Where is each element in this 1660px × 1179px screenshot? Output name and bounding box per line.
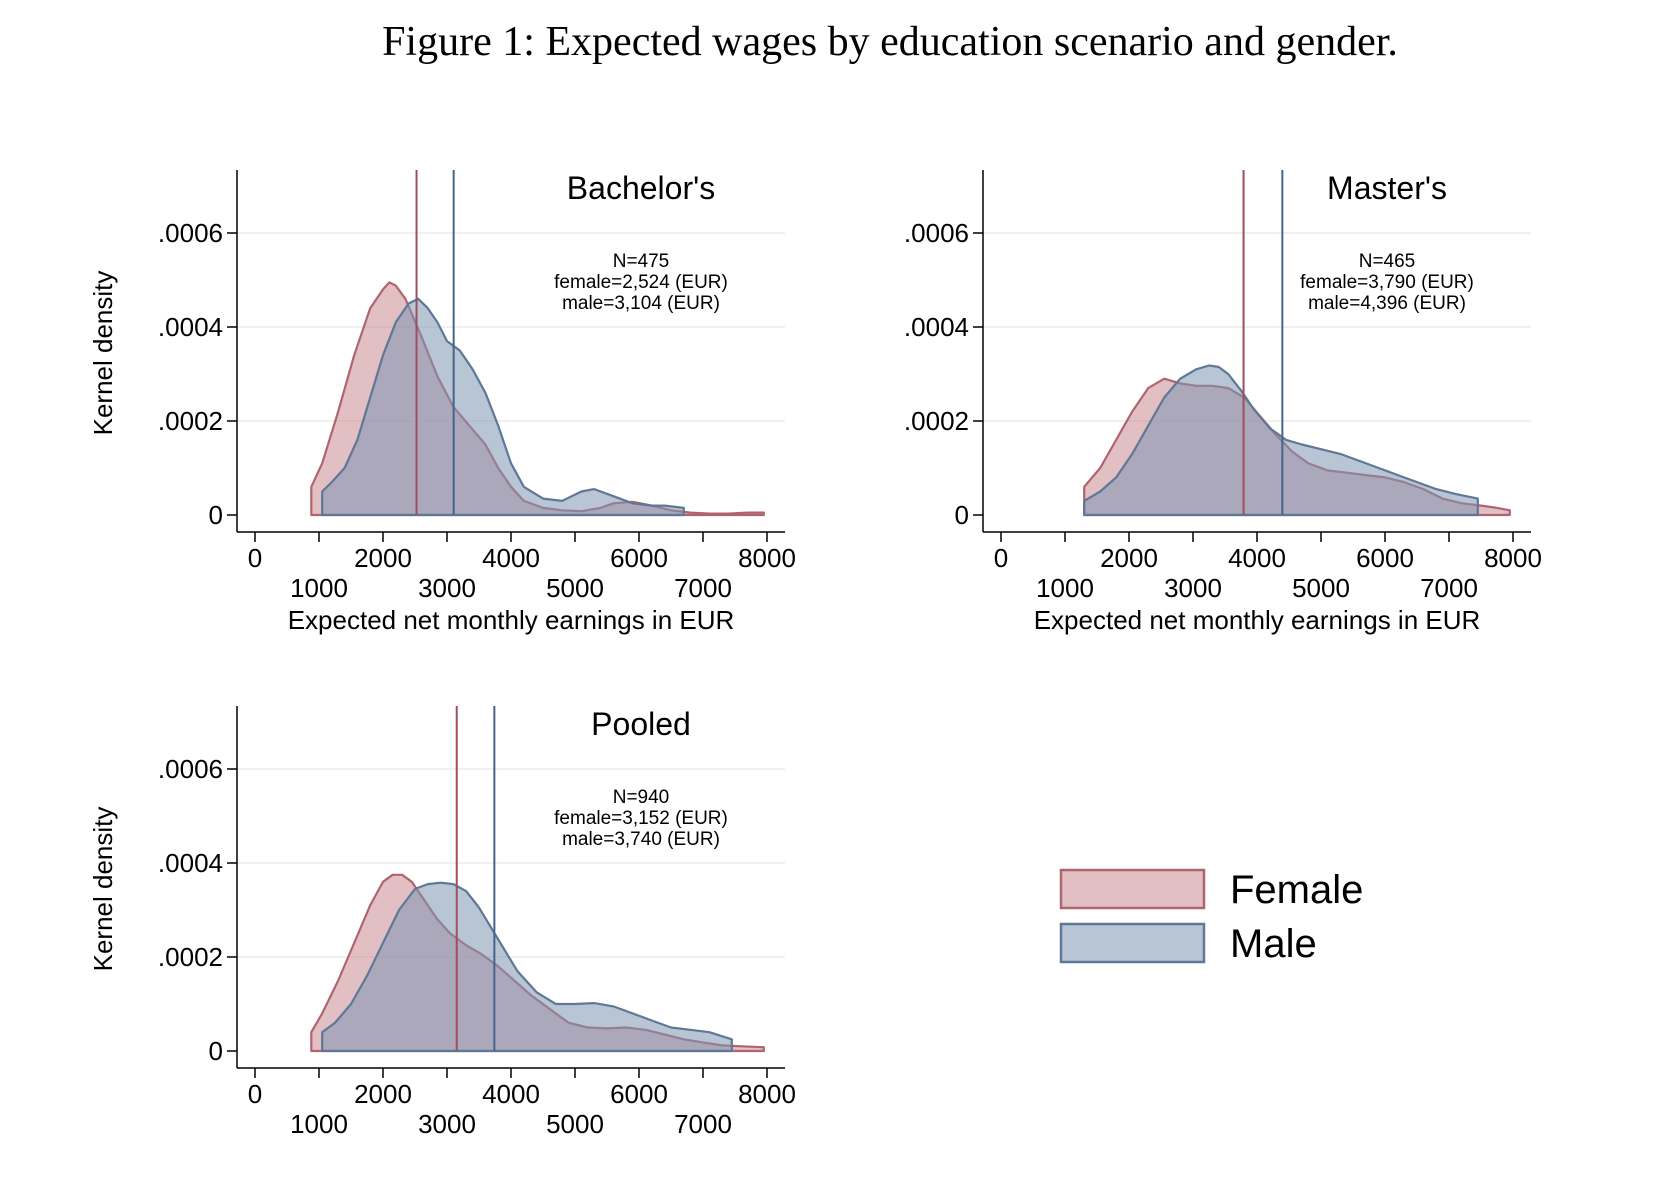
y-tick-label: .0002 [158,406,223,436]
panel-annotation-line: male=4,396 (EUR) [1308,293,1466,314]
y-tick-label: .0002 [158,942,223,972]
y-tick-label: .0004 [158,312,223,342]
panel-title: Bachelor's [567,170,715,206]
chart-panel-3: 0 .0002 .0004 .0006 0 2000 4000 6000 8000 1000 300… [88,706,796,1139]
legend-label-female: Female [1230,868,1363,912]
density-area-male [321,297,685,517]
figure-title: Figure 1: Expected wages by education sc… [382,19,1398,65]
y-tick-label: .0002 [904,406,969,436]
x-tick-label: 3000 [418,1109,476,1139]
legend-swatch-female [1059,868,1206,910]
x-tick-label: 3000 [1164,573,1222,603]
panel-annotation-line: female=2,524 (EUR) [554,272,728,293]
y-tick-label: 0 [955,500,969,530]
x-axis-label: Expected net monthly earnings in EUR [1034,605,1481,635]
y-tick-label: 0 [209,500,223,530]
chart-panel-1: 0 .0002 .0004 .0006 0 2000 4000 6000 8000 1000 300… [88,170,796,635]
x-tick-label: 7000 [1420,573,1478,603]
x-tick-label: 1000 [290,573,348,603]
x-tick-label: 0 [248,543,262,573]
panel-annotation-line: female=3,790 (EUR) [1300,272,1474,293]
x-tick-label: 0 [248,1079,262,1109]
x-tick-label: 1000 [290,1109,348,1139]
x-tick-label: 4000 [1228,543,1286,573]
panel-title: Master's [1327,170,1447,206]
panel-annotation-line: N=475 [613,251,670,272]
x-tick-label: 6000 [1356,543,1414,573]
density-area-male [1083,364,1479,517]
x-tick-label: 2000 [1100,543,1158,573]
y-tick-label: .0004 [904,312,969,342]
x-tick-label: 5000 [546,573,604,603]
y-tick-label: 0 [209,1036,223,1066]
x-tick-label: 2000 [354,543,412,573]
x-tick-label: 5000 [546,1109,604,1139]
y-tick-label: .0006 [158,218,223,248]
x-tick-label: 7000 [674,1109,732,1139]
density-area-male [321,881,733,1053]
x-tick-label: 0 [994,543,1008,573]
legend: Female Male [1059,868,1363,966]
x-tick-label: 7000 [674,573,732,603]
legend-label-male: Male [1230,922,1317,966]
y-tick-label: .0004 [158,848,223,878]
legend-swatch-male [1059,922,1206,964]
y-tick-label: .0006 [158,754,223,784]
x-tick-label: 8000 [738,1079,796,1109]
x-tick-label: 1000 [1036,573,1094,603]
x-tick-label: 8000 [738,543,796,573]
panel-title: Pooled [591,706,691,742]
chart-panel-2: 0 .0002 .0004 .0006 0 2000 4000 6000 8000 1000 300… [904,170,1542,635]
panel-annotation-line: male=3,740 (EUR) [562,829,720,850]
x-tick-label: 4000 [482,1079,540,1109]
x-tick-label: 5000 [1292,573,1350,603]
y-tick-label: .0006 [904,218,969,248]
y-axis-label: Kernel density [88,807,118,972]
panel-annotation-line: male=3,104 (EUR) [562,293,720,314]
x-axis-label: Expected net monthly earnings in EUR [288,605,735,635]
x-tick-label: 6000 [610,1079,668,1109]
panel-annotation-line: N=940 [613,787,670,808]
x-tick-label: 8000 [1484,543,1542,573]
y-axis-label: Kernel density [88,271,118,436]
x-tick-label: 3000 [418,573,476,603]
panel-annotation-line: female=3,152 (EUR) [554,808,728,829]
x-tick-label: 6000 [610,543,668,573]
panel-annotation-line: N=465 [1359,251,1416,272]
x-tick-label: 2000 [354,1079,412,1109]
x-tick-label: 4000 [482,543,540,573]
